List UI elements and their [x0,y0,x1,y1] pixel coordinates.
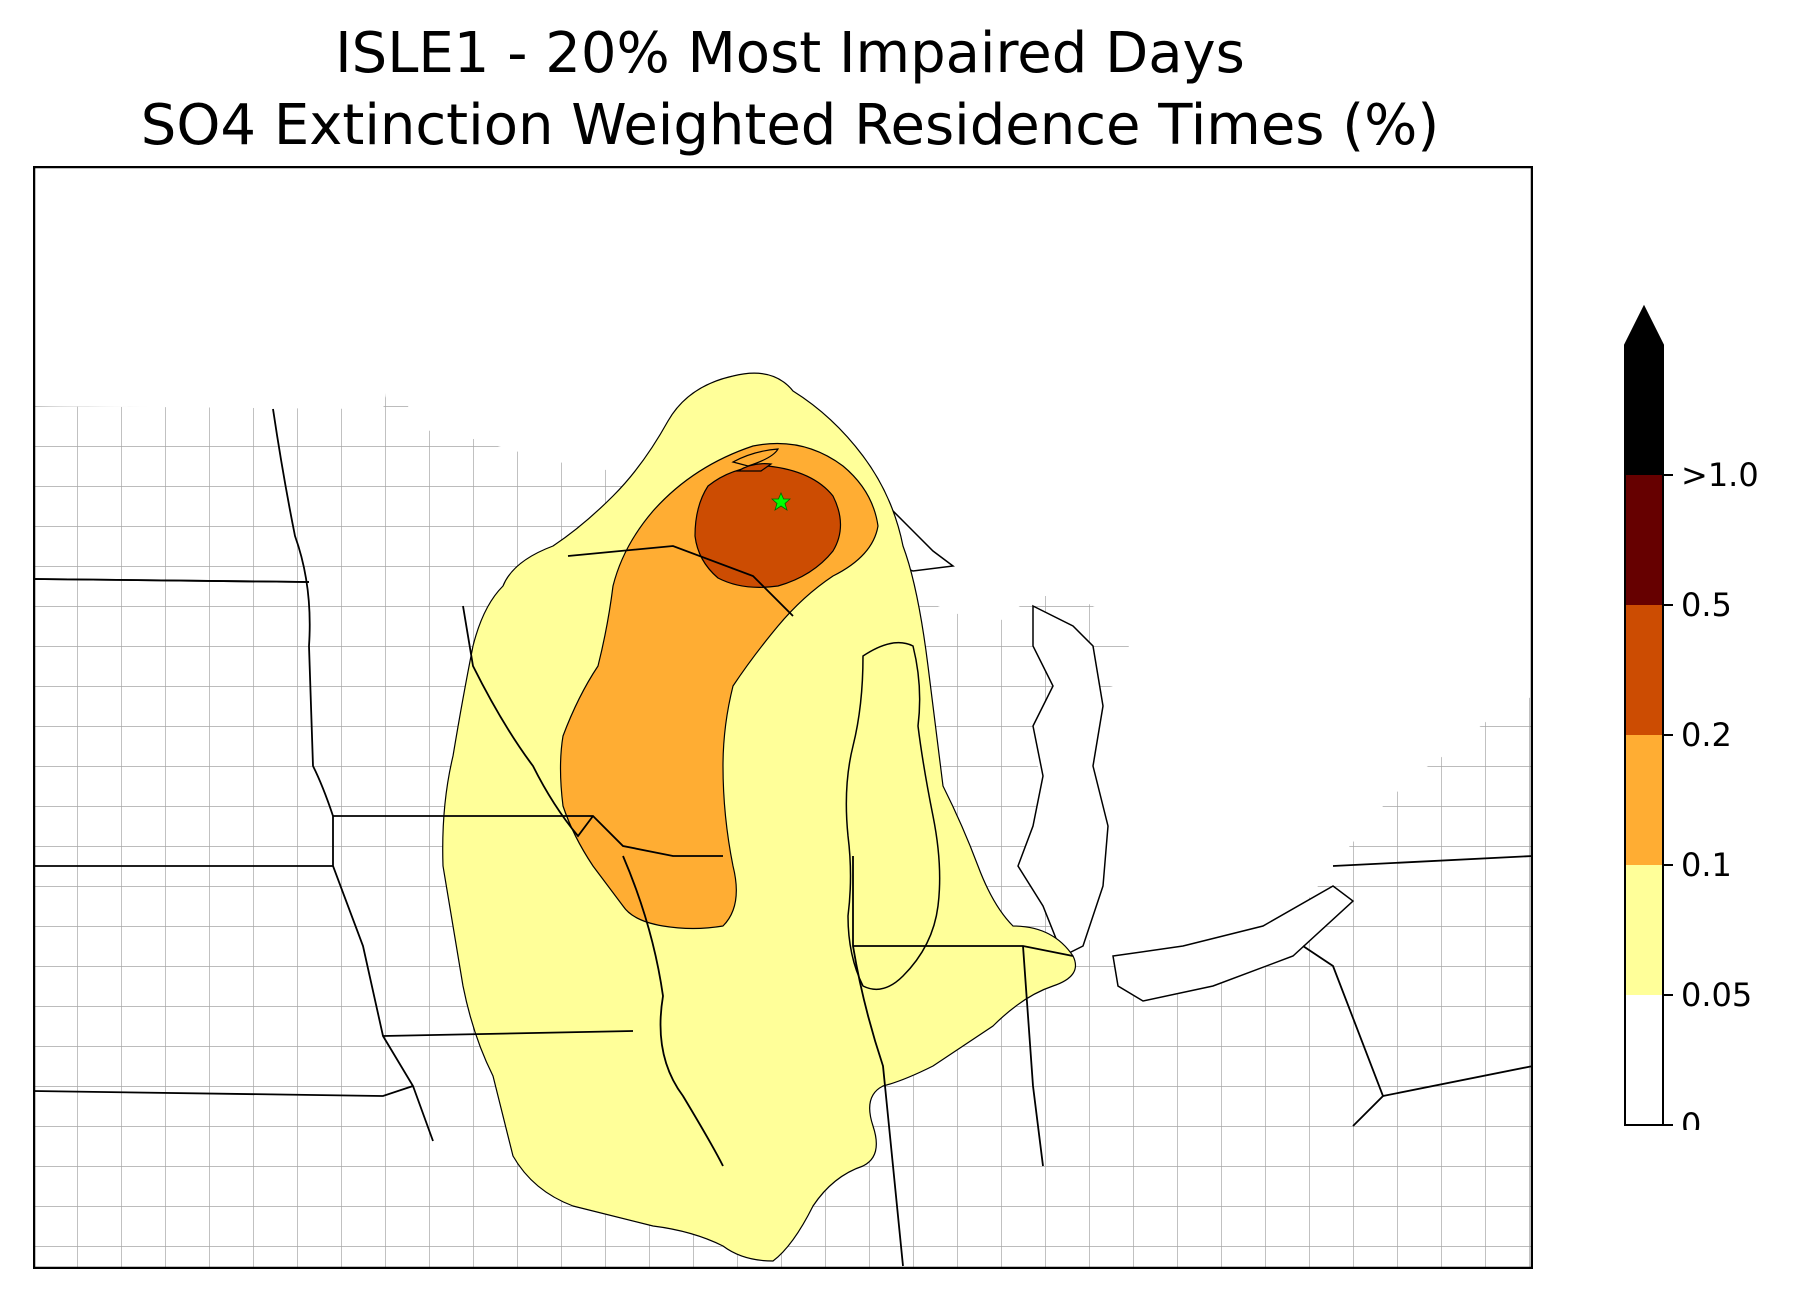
state-boundaries [33,408,1533,1267]
colorbar-bin-4 [1625,475,1663,605]
contour-0.2-0.5 [694,465,842,588]
colorbar-bin-2 [1625,735,1663,865]
map-panel [33,166,1533,1269]
colorbar-tick-label: 0.1 [1681,846,1732,884]
lake-michigan [845,641,941,991]
colorbar-extend-arrow [1625,307,1663,345]
map-title-line-1: ISLE1 - 20% Most Impaired Days [335,21,1245,86]
colorbar-bin-0 [1625,995,1663,1125]
colorbar-tick-label: >1.0 [1681,456,1759,494]
colorbar-tick-label: 0.05 [1681,976,1752,1014]
colorbar-bin-1 [1625,865,1663,995]
colorbar-bin-extend [1625,345,1663,475]
colorbar: 0 0.05 0.1 0.2 0.5 >1.0 [1624,304,1759,1130]
map-title-line-2: SO4 Extinction Weighted Residence Times … [140,93,1440,158]
colorbar-tick-label: 0.2 [1681,716,1732,754]
isle-royale [735,463,773,472]
colorbar-bin-3 [1625,605,1663,735]
lake-nipigon [731,448,780,467]
colorbar-tick-label: 0 [1681,1106,1701,1130]
colorbar-tick-label: 0.5 [1681,586,1732,624]
lake-erie [1112,885,1355,1002]
contour-0.05-0.1 [442,372,1077,1262]
colorbar-outline [1624,304,1664,1126]
green-star-icon [770,491,792,511]
map-frame-border [33,166,1533,1269]
